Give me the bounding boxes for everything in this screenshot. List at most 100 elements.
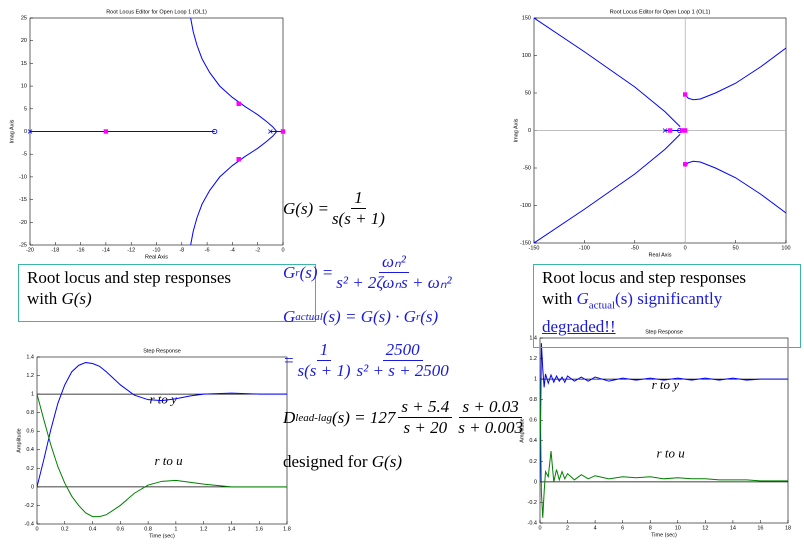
caption-sub: actual xyxy=(588,299,616,312)
y-tick-label: 0.6 xyxy=(529,418,537,424)
eq-text: designed for xyxy=(283,452,368,471)
eq-sub: r xyxy=(295,266,300,279)
caption-text: with xyxy=(542,289,577,308)
y-tick-label: 0.8 xyxy=(26,410,34,416)
y-axis-label: Imag Axis xyxy=(513,118,519,142)
y-tick-label: -50 xyxy=(523,165,531,171)
eq-sign: = xyxy=(283,350,295,370)
caption-g: G xyxy=(576,289,589,308)
y-tick-label: -15 xyxy=(19,197,27,203)
closed-loop-pole xyxy=(679,128,685,133)
y-tick-label: 20 xyxy=(21,38,27,44)
chart-title: Step Response xyxy=(645,329,683,335)
eq-rest: (s) = xyxy=(299,262,334,282)
y-tick-label: -0.4 xyxy=(25,521,34,527)
x-axis-label: Time (sec) xyxy=(149,533,175,539)
y-tick-label: 0.2 xyxy=(529,459,537,465)
x-tick-label: 0.6 xyxy=(117,526,125,532)
chart-title: Step Response xyxy=(143,348,181,354)
numerator: ωₙ² xyxy=(378,252,409,273)
x-tick-label: 4 xyxy=(594,525,597,531)
y-tick-label: -0.2 xyxy=(528,500,537,506)
plot-area xyxy=(539,337,789,524)
x-tick-label: -14 xyxy=(102,247,110,253)
y-tick-label: -0.2 xyxy=(25,503,34,509)
x-tick-label: -12 xyxy=(127,247,135,253)
y-tick-label: 25 xyxy=(21,15,27,21)
caption-text: with xyxy=(27,289,62,308)
plot-area xyxy=(36,356,288,525)
denominator: s² + 2ζωₙs + ωₙ² xyxy=(336,273,452,292)
x-tick-label: 0 xyxy=(538,525,541,531)
y-tick-label: 15 xyxy=(21,61,27,67)
y-tick-label: 0 xyxy=(24,129,27,135)
x-tick-label: 0.2 xyxy=(61,526,69,532)
denominator: s(s + 1) xyxy=(297,361,351,380)
denominator: s + 20 xyxy=(403,418,448,437)
y-tick-label: 0.6 xyxy=(26,429,34,435)
zero xyxy=(212,128,218,135)
x-tick-label: 6 xyxy=(621,525,624,531)
y-tick-label: 150 xyxy=(522,15,531,21)
x-tick-label: 14 xyxy=(730,525,736,531)
x-tick-label: -50 xyxy=(631,245,639,251)
curve xyxy=(540,379,788,518)
x-tick-label: 0 xyxy=(684,245,687,251)
y-tick-label: -5 xyxy=(22,152,27,158)
y-tick-label: 50 xyxy=(525,90,531,96)
x-tick-label: -2 xyxy=(255,247,260,253)
x-tick-label: -20 xyxy=(26,247,34,253)
x-tick-label: 1 xyxy=(174,526,177,532)
numerator: s + 5.4 xyxy=(398,397,453,418)
closed-loop-pole xyxy=(236,101,241,107)
eq-lhs: G(s) = xyxy=(283,198,329,218)
caption-math: G(s) xyxy=(61,289,92,308)
closed-loop-pole xyxy=(683,162,688,167)
numerator: 2500 xyxy=(382,340,423,361)
x-tick-label: -10 xyxy=(153,247,161,253)
caption-line: Root locus and step responses xyxy=(27,268,231,287)
y-tick-label: 1.2 xyxy=(529,356,537,362)
fraction: ωₙ² s² + 2ζωₙs + ωₙ² xyxy=(336,252,451,293)
x-axis-label: Time (sec) xyxy=(651,532,677,538)
x-tick-label: -6 xyxy=(205,247,210,253)
y-tick-label: -100 xyxy=(520,203,531,209)
denominator: s² + s + 2500 xyxy=(356,361,449,380)
eq-sub: lead-lag xyxy=(295,411,332,424)
closed-loop-pole xyxy=(683,128,688,133)
numerator: 1 xyxy=(316,340,332,361)
x-tick-label: -150 xyxy=(528,245,539,251)
y-axis-label: Amplitude xyxy=(16,428,22,452)
curve xyxy=(534,18,681,128)
x-tick-label: 0 xyxy=(281,247,284,253)
caption-math: Gactual(s) significantly xyxy=(576,289,723,312)
eq-rhs: (s) = G(s) · G xyxy=(322,307,416,326)
eq-rest: (s) = 127 xyxy=(331,407,396,427)
caption-line: Root locus and step responses xyxy=(542,268,746,287)
curve xyxy=(540,343,788,482)
y-tick-label: 0.8 xyxy=(529,397,537,403)
y-axis-label: Amplitude xyxy=(519,418,525,442)
x-tick-label: -8 xyxy=(179,247,184,253)
y-tick-label: 1.4 xyxy=(26,354,34,360)
closed-loop-pole xyxy=(236,156,241,162)
y-axis-label: Imag Axis xyxy=(9,119,15,143)
annotation: r to u xyxy=(155,453,184,468)
caption-rest: (s) significantly xyxy=(615,289,723,308)
pole xyxy=(268,129,273,134)
caption-line: degraded!! xyxy=(542,317,616,337)
eq-sub: actual xyxy=(295,311,323,323)
eq-d: D xyxy=(283,407,296,427)
curve xyxy=(534,133,681,243)
y-tick-label: -150 xyxy=(520,240,531,246)
fraction: 1 s(s + 1) xyxy=(297,340,350,381)
eq-sub: r xyxy=(415,311,421,323)
y-tick-label: 5 xyxy=(24,106,27,112)
y-tick-label: 1 xyxy=(31,392,34,398)
x-tick-label: 1.6 xyxy=(255,526,263,532)
y-tick-label: 0 xyxy=(31,484,34,490)
y-tick-label: 1 xyxy=(534,377,537,383)
